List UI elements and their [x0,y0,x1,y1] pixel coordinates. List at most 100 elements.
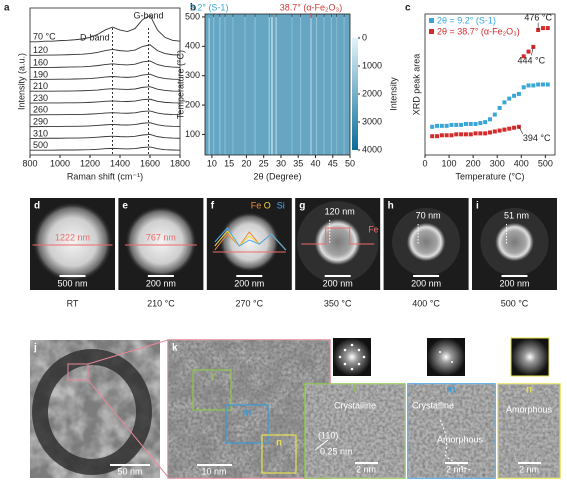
spacing-label: 0.25 nm [320,446,353,456]
size-label: 70 nm [416,210,441,220]
marker [459,122,464,127]
series-label: 500 [33,140,48,150]
plot-frame [204,13,351,156]
caption: 350 °C [324,298,352,308]
marker [488,117,492,122]
panel-letter: b [190,3,196,14]
spectrum [30,14,181,43]
marker [444,123,449,128]
heatmap-stripe [208,14,210,155]
x-axis-label: 2θ (Degree) [253,171,301,181]
marker [483,120,488,125]
heatmap-stripe [310,14,312,155]
x-tick-label: 0 [422,158,427,168]
spectrum [30,122,181,128]
marker [439,133,444,138]
caption: 500 °C [501,298,529,308]
heatmap-stripe [271,14,273,155]
spectrum [30,73,181,80]
peak-label: 38.7° (α-Fe₂O₃) [280,2,342,12]
heatmap-stripe [224,14,226,155]
marker [468,121,473,126]
zoom-box [67,363,89,381]
series-label: 160 [33,57,48,67]
x-tick-label: 400 [514,158,529,168]
size-label: 767 nm [146,232,176,242]
series-label: 260 [33,105,48,115]
region-letter: l [211,373,214,384]
marker [502,127,507,132]
marker [512,93,517,98]
heatmap-background [205,14,350,155]
hollow-shell [32,349,152,475]
phase-label: Amorphous [506,404,553,414]
annotation-leader [531,46,534,56]
marker [512,125,517,130]
marker [545,26,550,31]
series-label: 190 [33,69,48,79]
x-tick-label: 25 [259,158,269,168]
scale-bar-label: 10 nm [201,466,226,476]
scale-bar-label: 200 nm [499,278,529,288]
marker [449,122,454,127]
annotation: 476 °C [524,12,552,22]
marker [463,121,468,126]
marker [435,123,440,128]
y-tick-label: 300 [185,70,200,80]
x-tick-label: 45 [328,158,338,168]
x-tick-label: 1600 [140,158,160,168]
legend-marker [429,18,434,23]
heatmap-stripe [291,14,293,155]
x-tick-label: 1800 [170,158,190,168]
spectrum [30,133,181,139]
spectrum [30,44,181,56]
x-tick-label: 500 [538,158,553,168]
series-label: 230 [33,93,48,103]
marker [531,83,536,88]
marker [502,100,507,105]
panel-letter: m [447,385,456,396]
y-tick-label: 500 [185,11,200,21]
y-axis-label: Temperature (°C) [175,50,185,119]
phase-label: Amorphous [437,434,484,444]
marker [439,123,444,128]
peak-label: 9.2° (S-1) [190,2,229,12]
heatmap-stripe [343,14,345,155]
scale-bar-label: 200 nm [146,278,176,288]
marker [430,134,435,139]
marker [526,49,531,54]
scale-bar-label: 2 nm [519,464,539,474]
series-label: 210 [33,81,48,91]
scale-bar-label: 200 nm [323,278,353,288]
colorbar-tick-label: 4000 [362,144,382,154]
colorbar-tick-label: 0 [362,32,367,42]
heatmap-stripe [254,14,256,155]
region-letter: m [243,408,252,419]
fft-n [510,337,550,377]
panel-letter: n [526,385,532,396]
spectrum [30,60,181,68]
panel-letter: c [405,3,411,14]
heatmap-stripe [219,14,221,155]
marker [540,26,545,31]
marker [444,133,449,138]
x-tick-label: 20 [241,158,251,168]
panel-letter: g [299,201,305,212]
particle [406,222,447,262]
marker [473,121,478,126]
x-tick-label: 1000 [50,158,70,168]
marker [536,82,541,87]
spectrum [30,110,181,116]
marker [497,106,502,110]
lattice-marker [314,439,329,451]
band-label: D-band [80,32,110,42]
x-tick-label: 40 [310,158,320,168]
x-tick-label: 300 [490,158,505,168]
x-axis-label: Temperature (°C) [455,171,524,181]
legend-label: O [264,200,271,210]
scale-bar-label: 200 nm [234,278,264,288]
x-tick-label: 10 [207,158,217,168]
zoom-line [87,339,169,365]
heatmap-stripe [323,14,325,155]
marker [449,133,454,138]
